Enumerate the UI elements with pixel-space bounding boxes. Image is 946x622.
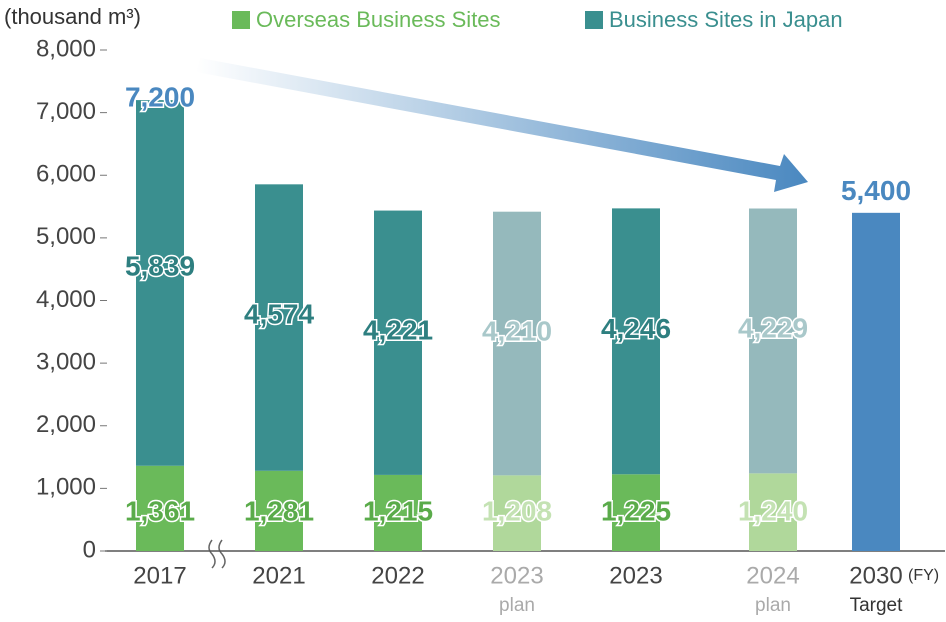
y-tick-label: 8,000 [36,35,96,62]
legend-swatch [232,11,250,29]
legend-label: Overseas Business Sites [256,7,501,32]
bar-segment [255,184,303,471]
x-tick-label: 2023 [490,562,543,589]
bar-segment [612,208,660,475]
value-label: 1,361 [125,495,195,526]
y-tick-label: 1,000 [36,474,96,501]
y-tick-label: 6,000 [36,161,96,188]
value-label: 1,240 [738,495,808,526]
value-label: 4,229 [738,313,808,344]
trend-arrow [196,58,808,192]
value-label: 4,210 [482,315,552,346]
y-tick-label: 3,000 [36,348,96,375]
x-tick-label: 2024 [746,562,799,589]
x-sublabel: plan [499,595,535,616]
total-label: 7,200 [125,81,195,112]
value-label: 1,225 [601,495,671,526]
axis-break [208,539,226,569]
value-label: 4,574 [244,298,314,329]
legend-label: Business Sites in Japan [609,7,843,32]
target-bar [852,212,900,551]
y-tick-label: 0 [83,536,96,563]
x-sublabel: plan [755,595,791,616]
x-tick-label: 2030 [849,562,902,589]
x-tick-label: 2017 [133,562,186,589]
value-label: 1,215 [363,495,433,526]
bar-segment [374,210,422,475]
value-label: 1,281 [244,495,314,526]
legend-swatch [585,11,603,29]
bar-segment [136,100,184,466]
bar-segment [136,465,184,551]
y-tick-label: 2,000 [36,411,96,438]
x-sublabel: Target [850,595,904,616]
value-label: 5,839 [125,251,195,282]
bar-segment [374,474,422,551]
bar-segment [255,470,303,551]
target-label: 5,400 [841,175,911,206]
x-unit: (FY) [908,567,939,584]
value-label: 4,221 [363,315,433,346]
bar-segment [749,208,797,474]
y-tick-label: 5,000 [36,223,96,250]
value-label: 1,208 [482,495,552,526]
x-tick-label: 2023 [609,562,662,589]
x-tick-label: 2022 [371,562,424,589]
bar-segment [612,474,660,551]
value-label: 4,246 [601,313,671,344]
bar-segment [749,473,797,551]
y-tick-label: 4,000 [36,286,96,313]
y-axis-label: (thousand m³) [4,4,141,29]
y-tick-label: 7,000 [36,98,96,125]
x-tick-label: 2021 [252,562,305,589]
bar-segment [493,211,541,476]
bar-segment [493,475,541,551]
